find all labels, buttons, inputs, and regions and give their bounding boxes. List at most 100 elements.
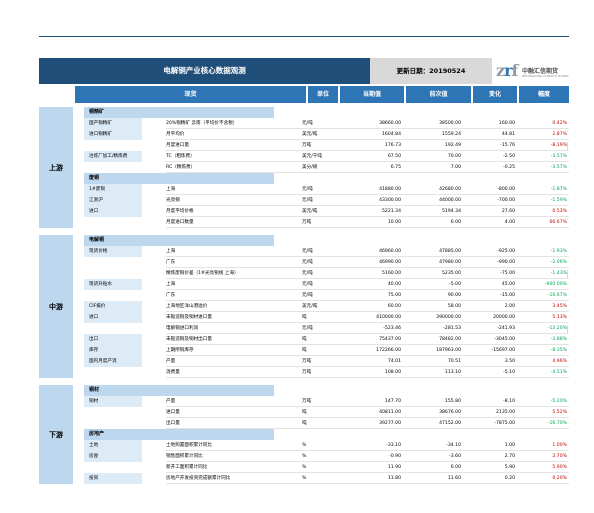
row-pct: 5.90% [552, 465, 567, 470]
row-change: -2.50 [503, 154, 515, 159]
row-subcategory [84, 407, 142, 418]
table-row: 月度进口量 万吨 176.73 192.49 -15.76 -8.19% [75, 140, 569, 151]
row-subcategory [84, 323, 142, 334]
row-change: -7875.00 [494, 421, 515, 426]
row-previous: 90.00 [447, 293, 461, 298]
row-current: 176.73 [384, 143, 401, 148]
table-row: 进口 月度平均价格 美元/吨 5221.34 5194.34 27.60 0.53% [75, 206, 569, 217]
table-row: RC（精炼费） 美分/磅 6.75 7.00 -0.25 -3.57% [75, 162, 569, 173]
row-divider [166, 256, 569, 257]
row-subcategory: CIF报价 [84, 301, 142, 312]
row-subcategory [84, 257, 142, 268]
row-divider [166, 139, 569, 140]
stage-label-text: 上游 [49, 163, 63, 172]
row-unit: 万吨 [302, 220, 312, 225]
logo-mark-icon: zrf [496, 61, 518, 80]
category-header: 房地产 [84, 429, 274, 440]
row-current: 40.00 [387, 282, 401, 287]
table-row: 1#废铜 上海 元/吨 41880.00 42680.00 -800.00 -1.87% [75, 184, 569, 195]
table-row: 国内月度产消 产量 万吨 74.01 70.51 3.50 4.96% [75, 356, 569, 367]
row-pct: 0.20% [552, 476, 567, 481]
table-row: 出口量 吨 39277.00 47152.00 -7875.00 -16.70% [75, 418, 569, 429]
row-previous: 11.60 [447, 476, 461, 481]
row-subcategory [84, 462, 142, 473]
row-unit: 吨 [302, 315, 307, 320]
logo-en: ZHONGRONG HUIXIN FUTURES [522, 74, 569, 78]
row-pct: 3.45% [552, 304, 567, 309]
table-row: 进口铜精矿 月平均价 美元/吨 1604.84 1559.24 44.81 2.87% [75, 129, 569, 140]
row-pct: -8.35% [550, 348, 567, 353]
stage-label: 下游 [39, 385, 73, 484]
row-indicator: 月度进口量 [166, 143, 189, 148]
row-indicator: 未锻造铜及铜材进口量 [166, 315, 212, 320]
row-change: 5.90 [504, 465, 515, 470]
row-current: 75.00 [387, 293, 401, 298]
data-sections: 上游 铜精矿 国产铜精矿 20%铜精矿 云南（平均价不含税） 元/吨 38660.00 38… [39, 107, 569, 484]
row-indicator: 20%铜精矿 云南（平均价不含税） [166, 121, 238, 126]
row-current: -0.90 [389, 454, 401, 459]
row-divider [166, 194, 569, 195]
row-unit: 元/吨 [302, 326, 313, 331]
row-change: -990.00 [497, 260, 515, 265]
row-unit: 元/吨 [302, 187, 313, 192]
table-row: 精炼废铜价差（1#光亮铜线 上海） 元/吨 5160.00 5235.00 -75.00… [75, 268, 569, 279]
row-previous: -5.00 [449, 282, 461, 287]
row-pct: -1.93% [550, 249, 567, 254]
row-unit: 美元/吨 [302, 304, 318, 309]
row-previous: 38676.00 [439, 410, 461, 415]
row-divider [166, 406, 569, 407]
row-indicator: 精炼废铜价差（1#光亮铜线 上海） [166, 271, 239, 276]
logo-name: 中融汇信期货 [522, 68, 559, 75]
row-pct: 0.42% [552, 121, 567, 126]
row-indicator: 上海 [166, 187, 176, 192]
header-unit: 单位 [308, 86, 338, 103]
row-divider [166, 333, 569, 334]
row-previous: 390000.00 [436, 315, 461, 320]
row-unit: 元/吨 [302, 260, 313, 265]
row-indicator: 月度平均价格 [166, 209, 194, 214]
stage-label-text: 中游 [49, 302, 63, 311]
table-row: 房屋 销售面积累计同比% -0.90 -3.60 2.70 2.70% [75, 451, 569, 462]
row-indicator: TC（粗炼费） [166, 154, 195, 159]
row-divider [166, 172, 569, 173]
table-row: 投资 房地产开发投资完成额累计同比% 11.80 11.60 0.20 0.20% [75, 473, 569, 484]
row-previous: 70.00 [447, 154, 461, 159]
stage-body: 铜材 铜材 产量 万吨 147.70 155.80 -8.10 -5.20% 进口量吨 40811… [75, 385, 569, 484]
row-subcategory: 房屋 [84, 451, 142, 462]
row-unit: 万吨 [302, 370, 312, 375]
row-subcategory: 投资 [84, 473, 142, 484]
table-row: 消费量 万吨 108.00 113.10 -5.10 -4.51% [75, 367, 569, 378]
row-change: -8.10 [503, 399, 515, 404]
row-pct: 2.70% [552, 454, 567, 459]
category-header: 铜材 [84, 385, 274, 396]
row-current: 75437.00 [379, 337, 401, 342]
row-change: -241.93 [497, 326, 515, 331]
row-pct: -12.20% [547, 326, 567, 331]
row-indicator: 销售面积累计同比 [166, 454, 203, 459]
row-previous: 155.80 [444, 399, 461, 404]
table-row: 月度进口数量 万吨 10.00 6.00 4.00 66.67% [75, 217, 569, 228]
category-header: 电解铜 [84, 235, 274, 246]
highlight-marker [567, 270, 568, 278]
row-divider [166, 216, 569, 217]
category-header: 废铜 [84, 173, 274, 184]
row-indicator: 土地购置面积累计同比 [166, 443, 212, 448]
row-pct: 5.13% [552, 315, 567, 320]
row-change: -3045.00 [494, 337, 515, 342]
row-current: 46990.00 [379, 260, 401, 265]
highlight-marker [567, 142, 568, 150]
stage-body: 铜精矿 国产铜精矿 20%铜精矿 云南（平均价不含税） 元/吨 38660.00 3850… [75, 107, 569, 228]
row-indicator: 上海地区洋山港溢价 [166, 304, 208, 309]
category-header: 铜精矿 [84, 107, 274, 118]
row-pct: -4.51% [550, 370, 567, 375]
row-indicator: 新开工面积累计同比 [166, 465, 208, 470]
row-unit: 元/吨 [302, 293, 313, 298]
top-rule [39, 36, 569, 37]
row-pct: -16.70% [547, 421, 567, 426]
row-divider [166, 366, 569, 367]
stage-label: 上游 [39, 107, 73, 228]
row-previous: 6.00 [450, 220, 461, 225]
row-current: 40811.00 [379, 410, 401, 415]
row-divider [166, 377, 569, 378]
row-subcategory [84, 162, 142, 173]
